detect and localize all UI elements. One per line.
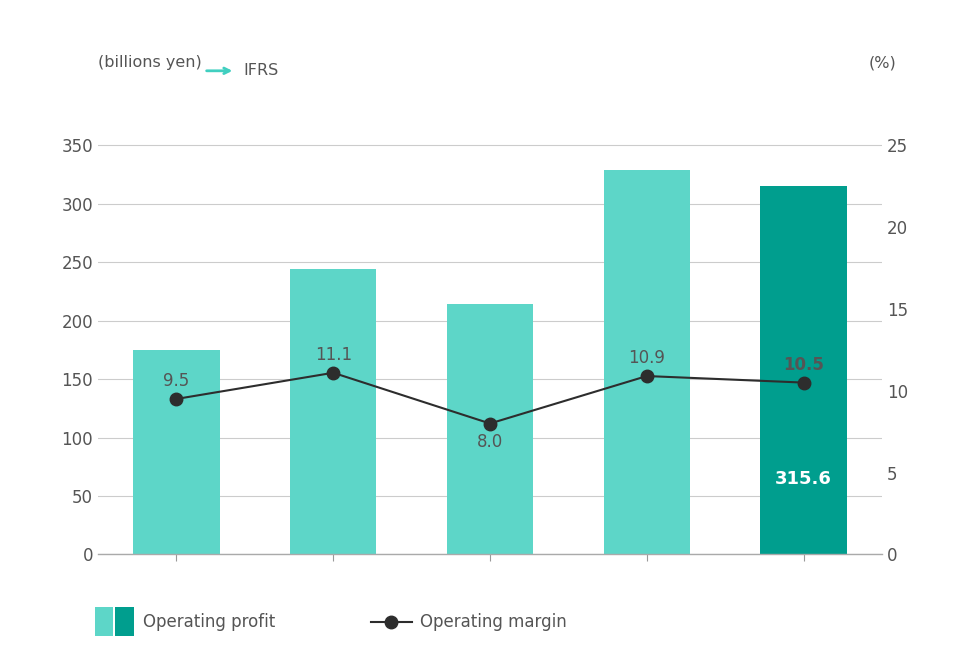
Bar [290, 269, 376, 554]
Text: IFRS: IFRS [243, 63, 278, 78]
Text: 8.0: 8.0 [477, 432, 503, 450]
Text: 11.1: 11.1 [315, 346, 352, 364]
Text: 175.3: 175.3 [151, 500, 202, 518]
Bar [447, 304, 533, 554]
Text: (%): (%) [869, 55, 897, 70]
Text: 315.6: 315.6 [775, 470, 832, 488]
Text: 10.9: 10.9 [628, 349, 665, 367]
Text: Operating profit: Operating profit [143, 613, 275, 631]
FancyBboxPatch shape [95, 607, 113, 636]
Text: 244.6: 244.6 [308, 485, 359, 503]
Text: (billions yen): (billions yen) [98, 55, 202, 70]
FancyBboxPatch shape [116, 607, 133, 636]
Text: 214.4: 214.4 [465, 492, 515, 509]
Bar [133, 349, 220, 554]
Text: 10.5: 10.5 [783, 355, 824, 373]
Bar [760, 186, 847, 554]
Text: 9.5: 9.5 [164, 372, 189, 390]
Text: 328.8: 328.8 [621, 467, 672, 485]
Bar [604, 170, 690, 554]
Text: Operating margin: Operating margin [420, 613, 566, 631]
